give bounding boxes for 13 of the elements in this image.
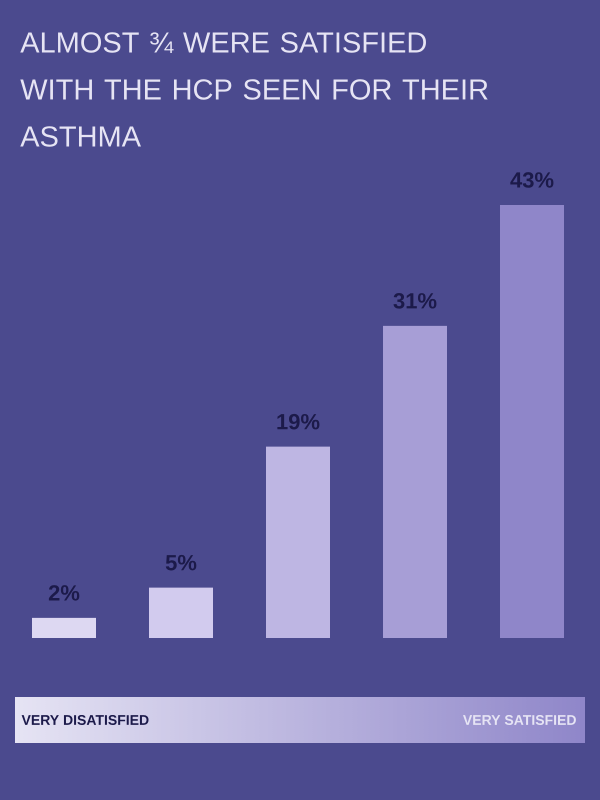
data-label: 43% [510, 172, 554, 188]
bar [500, 204, 564, 638]
text: VERY SATISFIED [462, 715, 576, 725]
bar [383, 326, 448, 638]
text: VERY DISATISFIED [22, 715, 149, 725]
data-label: 2% [48, 585, 80, 601]
data-label: 19% [277, 414, 320, 430]
data-label: 31% [393, 293, 436, 309]
bar [32, 618, 96, 638]
data-label: 5% [166, 554, 196, 570]
chart-title: ALMOST ¾ WERE SATISFIED WITH THE HCP SEEN FOR THEIR ASTHMA [20, 32, 488, 147]
bar [266, 446, 330, 638]
bar [149, 588, 213, 638]
